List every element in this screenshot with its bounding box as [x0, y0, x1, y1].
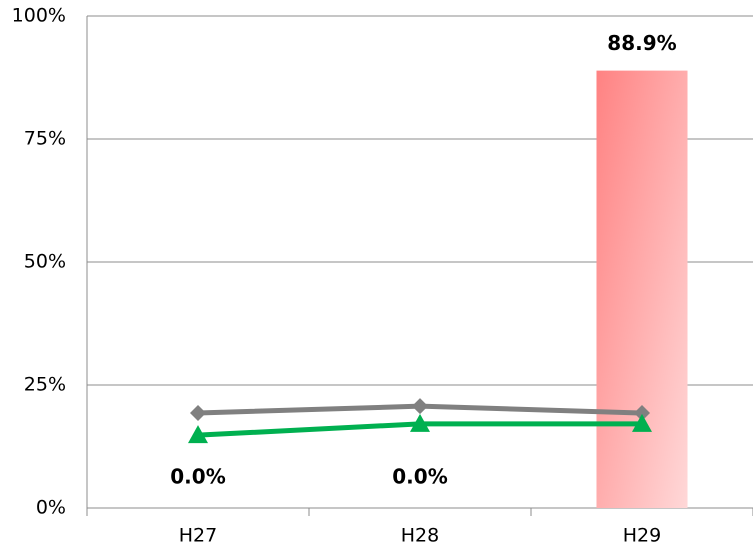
data-label: 88.9% [607, 31, 676, 55]
marker [632, 413, 652, 432]
marker [634, 405, 650, 422]
x-tick-label: H28 [401, 525, 439, 547]
marker [410, 413, 430, 432]
y-tick-label: 50% [24, 251, 66, 273]
x-tick-label: H29 [623, 525, 661, 547]
marker [188, 425, 208, 444]
y-tick-label: 25% [24, 374, 66, 396]
bar [596, 70, 688, 508]
y-tick-label: 0% [36, 497, 66, 519]
data-label: 0.0% [170, 465, 225, 489]
y-tick-label: 100% [12, 5, 66, 27]
marker [190, 405, 206, 422]
marker [412, 398, 428, 415]
x-tick-label: H27 [179, 525, 217, 547]
y-tick-label: 75% [24, 128, 66, 150]
data-label: 0.0% [392, 465, 447, 489]
